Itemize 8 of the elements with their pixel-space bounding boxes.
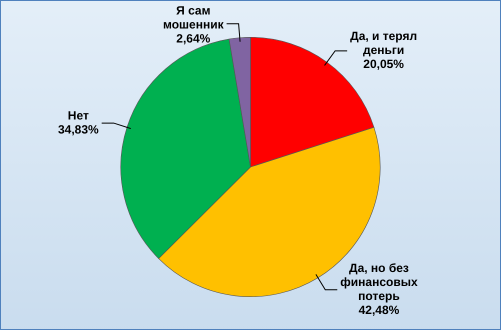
data-label: 42,48% — [358, 303, 400, 318]
data-label: 2,64% — [176, 31, 211, 46]
slice-label: Да, и терял деньги — [350, 29, 418, 58]
slice-label: Я сам мошенник — [162, 3, 225, 32]
slice-label: Нет — [68, 108, 89, 122]
data-label: 20,05% — [363, 57, 404, 72]
slice-label: Да, но без финансовых потерь — [340, 261, 418, 304]
data-label: 34,83% — [58, 122, 100, 136]
